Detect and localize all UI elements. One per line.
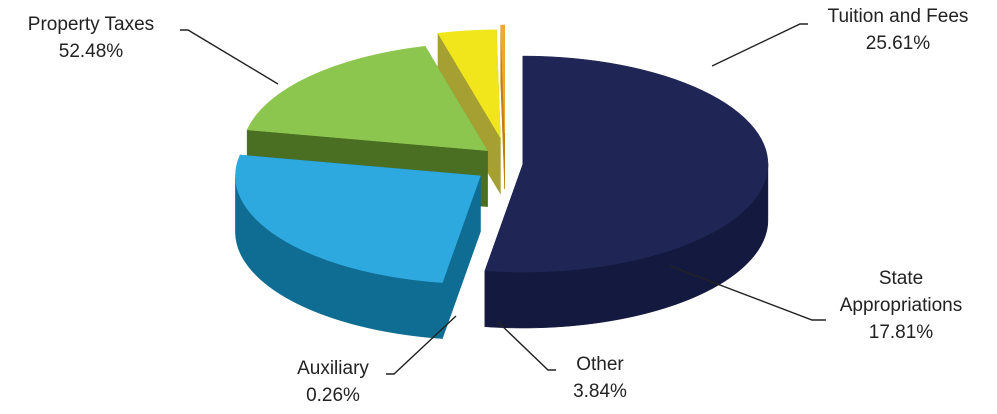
slice-value-property-taxes: 52.48% bbox=[59, 41, 124, 62]
slice-labels: Property Taxes 52.48% Tuition and Fees 25.6… bbox=[28, 6, 969, 406]
slice-label-property-taxes: Property Taxes bbox=[28, 14, 154, 35]
slice-value-state-appropriations: 17.81% bbox=[869, 322, 934, 343]
leader-line-property-taxes bbox=[180, 29, 279, 85]
leader-line-other bbox=[497, 321, 556, 371]
slice-other-top bbox=[437, 29, 501, 138]
slice-value-other: 3.84% bbox=[573, 381, 627, 402]
slice-property-taxes bbox=[484, 55, 769, 329]
pie-slices bbox=[235, 24, 769, 339]
leader-lines bbox=[180, 23, 826, 375]
slice-label-tuition-and-fees: Tuition and Fees bbox=[828, 6, 969, 27]
slice-tuition-and-fees bbox=[235, 154, 481, 339]
slice-label-state-appropriations-line-1: State bbox=[879, 268, 923, 289]
slice-value-auxiliary: 0.26% bbox=[306, 385, 360, 406]
leader-line-tuition-and-fees bbox=[711, 23, 808, 67]
leader-line-state-appropriations bbox=[669, 265, 826, 321]
slice-property-taxes-top bbox=[484, 55, 769, 273]
slice-auxiliary-top bbox=[500, 24, 505, 134]
leader-line-auxiliary bbox=[386, 315, 457, 375]
slice-label-other: Other bbox=[576, 354, 624, 375]
slice-auxiliary bbox=[500, 24, 505, 190]
slice-value-tuition-and-fees: 25.61% bbox=[866, 33, 931, 54]
slice-label-auxiliary: Auxiliary bbox=[297, 358, 369, 379]
slice-state-appropriations-top bbox=[246, 45, 488, 151]
slice-tuition-and-fees-top bbox=[235, 154, 481, 283]
slice-label-state-appropriations-line-2: Appropriations bbox=[840, 295, 963, 316]
